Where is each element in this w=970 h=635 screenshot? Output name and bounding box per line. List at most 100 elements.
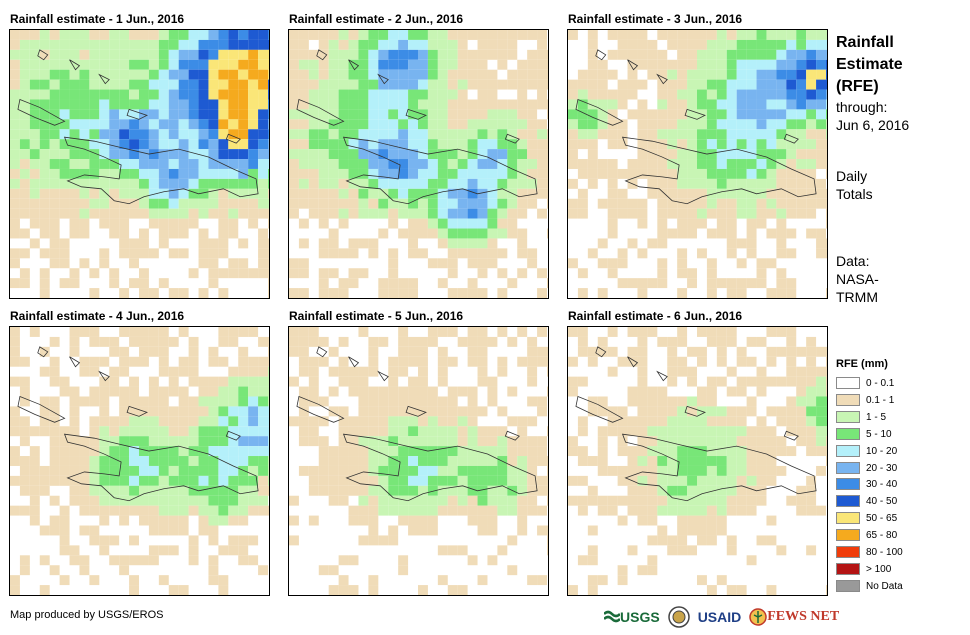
rainfall-cell <box>378 475 389 486</box>
rainfall-cell <box>79 555 90 566</box>
rainfall-cell <box>348 59 359 70</box>
map-canvas-2 <box>289 30 548 298</box>
rainfall-cell <box>218 188 229 199</box>
rainfall-cell <box>198 159 209 169</box>
rainfall-cell <box>826 386 827 397</box>
rainfall-cell <box>746 188 757 199</box>
rainfall-cell <box>746 139 757 150</box>
rainfall-cell <box>437 396 448 407</box>
rainfall-cell <box>348 109 359 120</box>
rainfall-cell <box>248 495 259 506</box>
rainfall-cell <box>677 416 688 427</box>
rainfall-cell <box>368 30 379 40</box>
rainfall-cell <box>706 79 717 90</box>
rainfall-cell <box>398 119 409 130</box>
rainfall-cell <box>617 89 628 100</box>
rainfall-cell <box>109 30 120 40</box>
rainfall-cell <box>408 159 419 169</box>
rainfall-cell <box>647 426 658 437</box>
rainfall-cell <box>248 366 259 377</box>
rainfall-cell <box>427 327 438 337</box>
rainfall-cell <box>537 485 548 496</box>
rainfall-cell <box>408 436 419 447</box>
rainfall-cell <box>726 475 737 486</box>
rainfall-cell <box>776 446 787 457</box>
rainfall-cell <box>547 426 548 437</box>
rainfall-cell <box>368 495 379 506</box>
rainfall-cell <box>587 485 598 496</box>
rainfall-cell <box>79 30 90 40</box>
rainfall-cell <box>238 376 249 387</box>
rainfall-cell <box>158 238 169 249</box>
rainfall-cell <box>657 336 668 347</box>
rainfall-cell <box>69 416 80 427</box>
rainfall-cell <box>746 456 757 466</box>
rainfall-cell <box>29 109 40 120</box>
rainfall-cell <box>289 327 299 337</box>
rainfall-cell <box>308 475 319 486</box>
rainfall-cell <box>298 139 309 150</box>
rainfall-cell <box>627 426 638 437</box>
rainfall-cell <box>49 356 60 367</box>
rainfall-cell <box>687 406 698 417</box>
usgs-logo-text: USGS <box>620 609 660 625</box>
rainfall-cell <box>517 416 528 427</box>
rainfall-cell <box>477 79 488 90</box>
rainfall-cell <box>368 109 379 120</box>
rainfall-cell <box>129 575 140 586</box>
rainfall-cell <box>19 198 30 209</box>
rainfall-cell <box>527 30 538 40</box>
rainfall-cell <box>487 119 498 130</box>
rainfall-cell <box>298 386 309 397</box>
rainfall-cell <box>348 386 359 397</box>
rainfall-cell <box>517 208 528 219</box>
rainfall-cell <box>59 168 70 179</box>
rainfall-cell <box>487 456 498 466</box>
rainfall-cell <box>736 188 747 199</box>
rainfall-cell <box>198 39 209 50</box>
rainfall-cell <box>427 49 438 60</box>
rainfall-cell <box>487 465 498 476</box>
legend-title: RFE (mm) <box>836 358 888 370</box>
rainfall-cell <box>786 69 797 80</box>
legend-label: 50 - 65 <box>866 512 898 524</box>
rainfall-cell <box>328 129 339 140</box>
seal-icon <box>667 606 690 628</box>
rainfall-cell <box>19 228 30 239</box>
rainfall-cell <box>647 396 658 407</box>
rainfall-cell <box>457 416 468 427</box>
rainfall-cell <box>447 208 458 219</box>
rainfall-cell <box>657 278 668 289</box>
rainfall-cell <box>477 59 488 70</box>
rainfall-cell <box>49 218 60 229</box>
rainfall-cell <box>667 149 678 160</box>
rainfall-cell <box>10 79 20 90</box>
rainfall-cell <box>796 149 807 160</box>
rainfall-cell <box>826 218 827 229</box>
rainfall-cell <box>268 89 269 100</box>
rainfall-cell <box>388 386 399 397</box>
rainfall-cell <box>467 30 478 40</box>
rainfall-cell <box>826 406 827 417</box>
rainfall-cell <box>268 366 269 377</box>
rainfall-cell <box>706 525 717 536</box>
rainfall-cell <box>577 119 588 130</box>
rainfall-cell <box>238 366 249 377</box>
rainfall-cell <box>328 188 339 199</box>
rainfall-cell <box>168 139 179 150</box>
rainfall-cell <box>467 485 478 496</box>
legend-swatch <box>836 529 860 541</box>
rainfall-cell <box>129 555 140 566</box>
rainfall-cell <box>208 208 219 219</box>
rainfall-cell <box>657 228 668 239</box>
rainfall-cell <box>378 188 389 199</box>
rainfall-cell <box>119 129 130 140</box>
rainfall-cell <box>697 149 707 160</box>
rainfall-cell <box>477 288 488 298</box>
rainfall-cell <box>537 406 548 417</box>
rainfall-cell <box>268 416 269 427</box>
rainfall-cell <box>198 168 209 179</box>
rainfall-cell <box>198 258 209 269</box>
rainfall-cell <box>568 376 578 387</box>
rainfall-cell <box>776 376 787 387</box>
